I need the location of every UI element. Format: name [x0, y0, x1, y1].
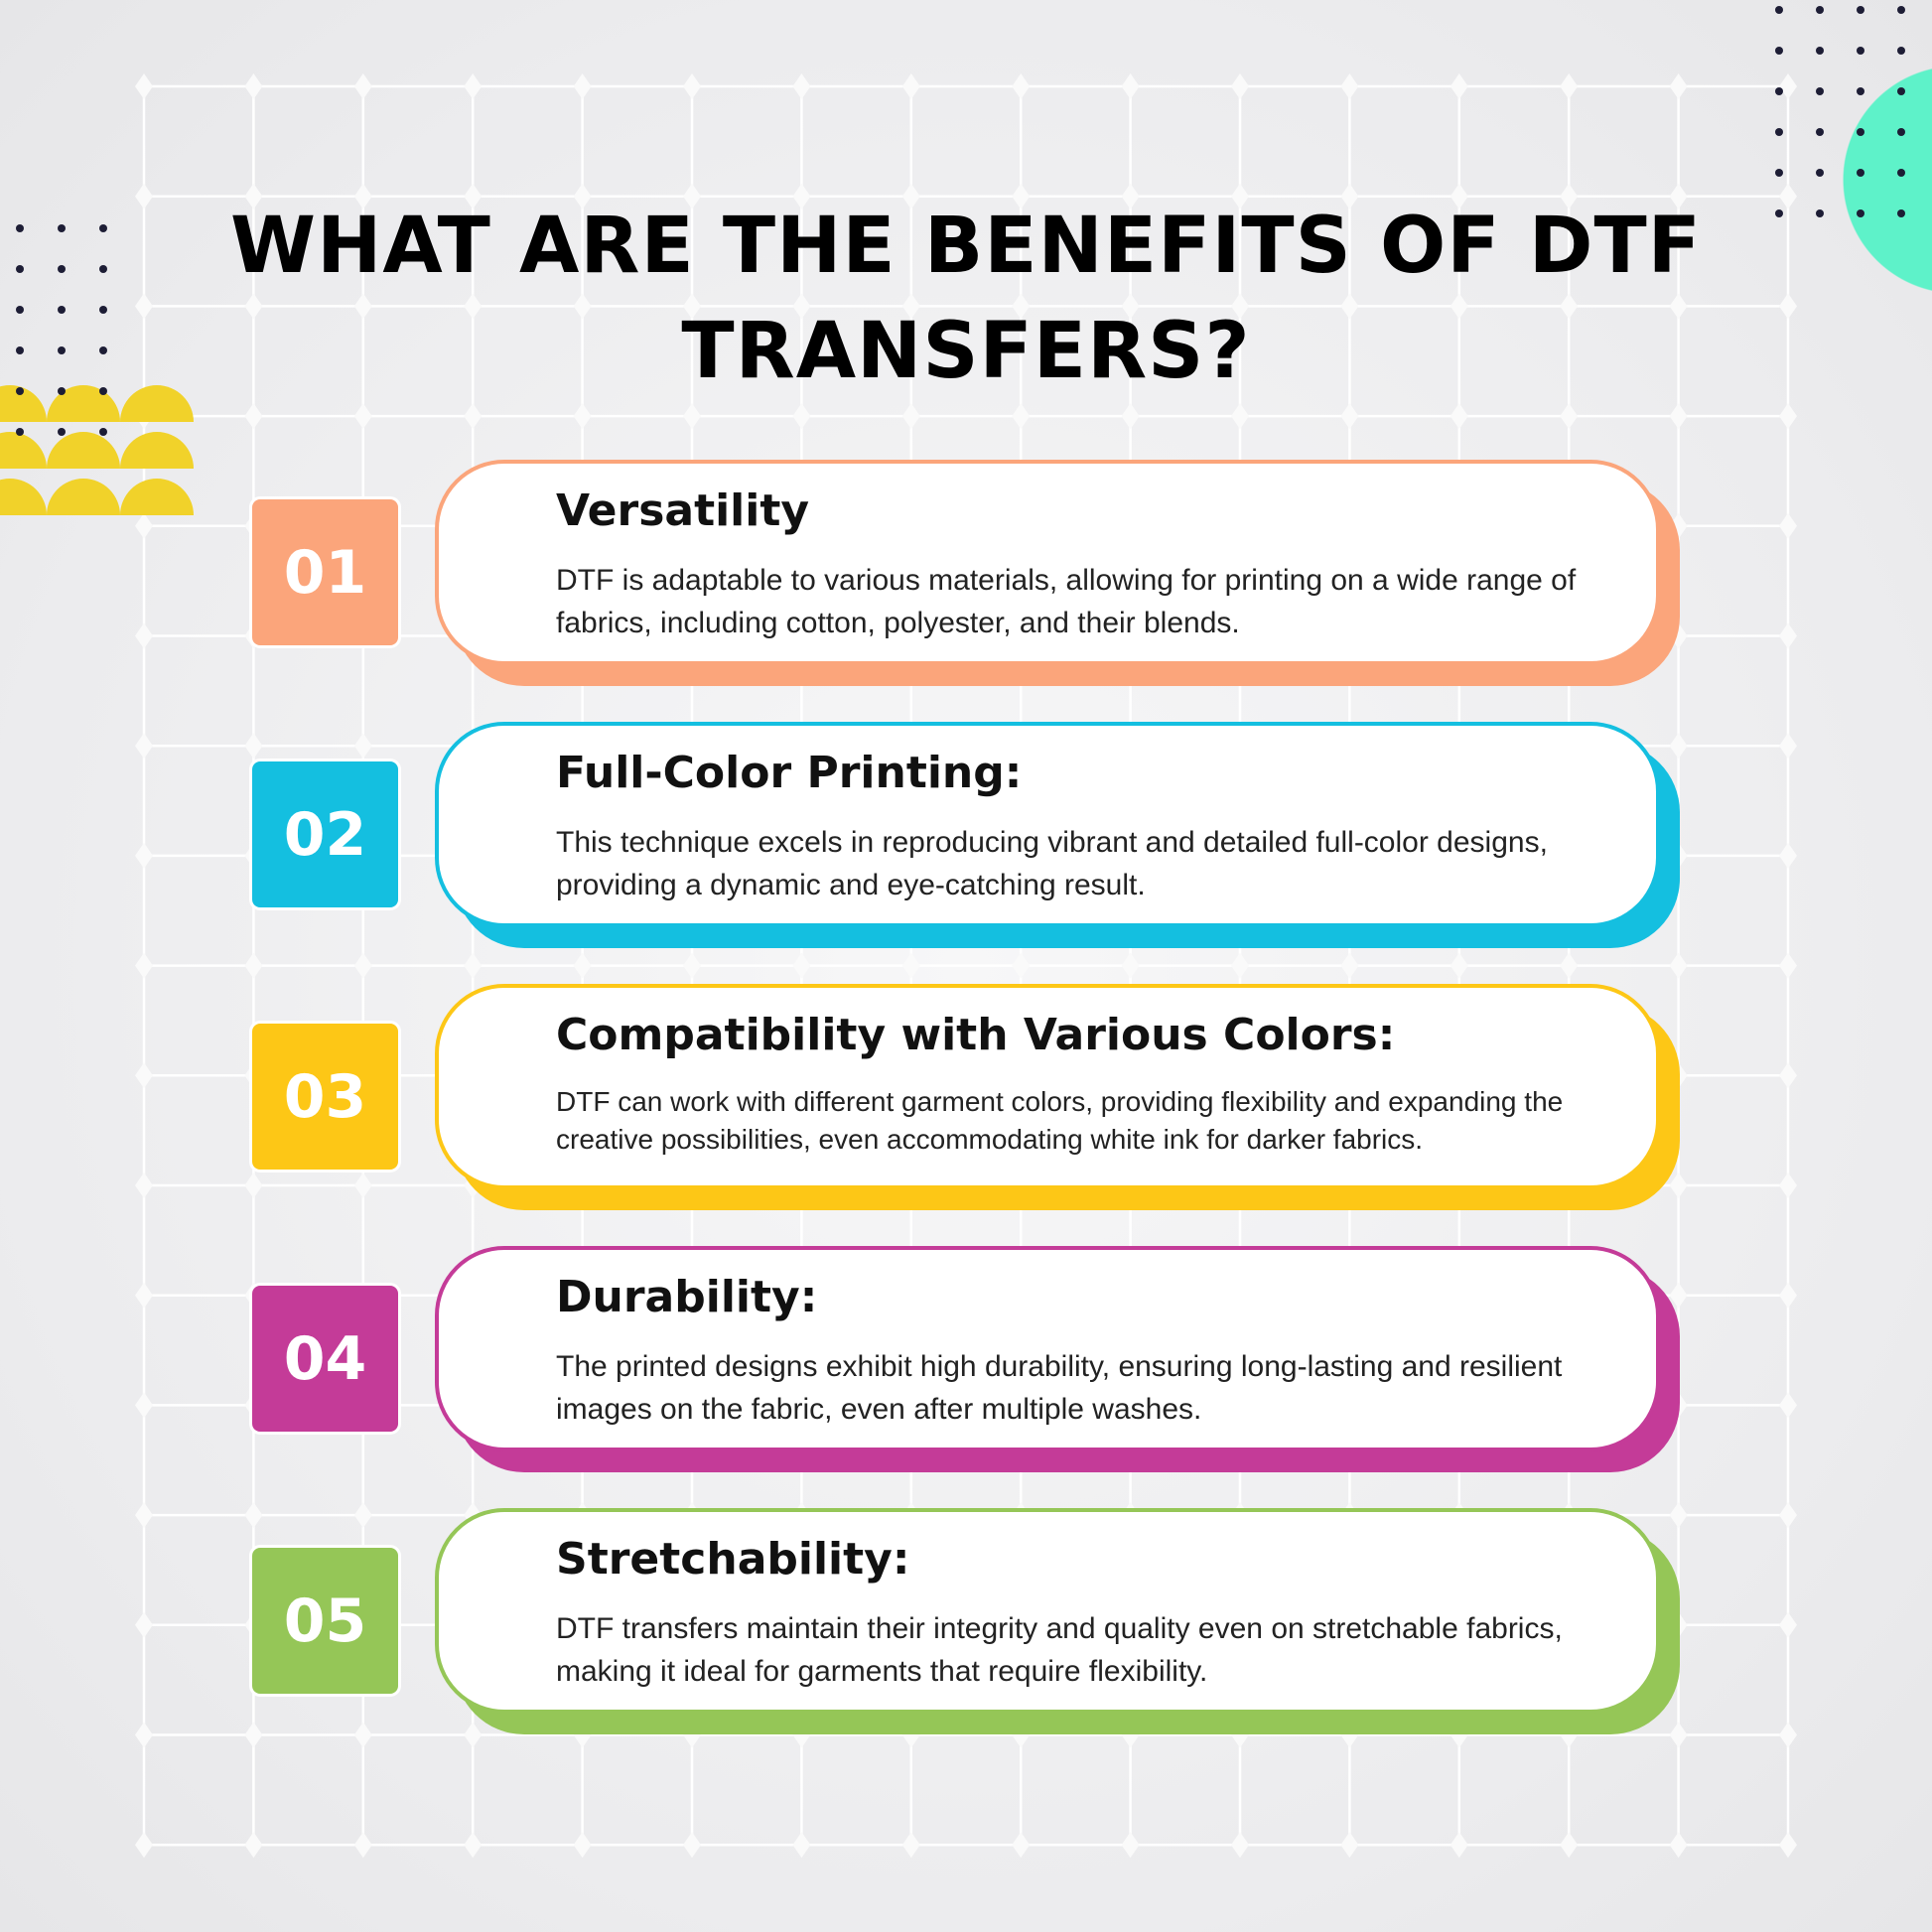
number-badge: 05 — [252, 1548, 398, 1694]
benefit-card: Stretchability: DTF transfers maintain t… — [435, 1508, 1660, 1714]
benefit-heading: Versatility — [556, 485, 810, 536]
dot — [1816, 47, 1824, 55]
dot — [16, 265, 24, 273]
dot — [1775, 169, 1783, 177]
dot — [1857, 87, 1864, 95]
dot — [1816, 169, 1824, 177]
dot — [1816, 87, 1824, 95]
benefit-heading: Stretchability: — [556, 1534, 910, 1585]
benefit-heading: Durability: — [556, 1272, 818, 1322]
dot — [1775, 209, 1783, 217]
dot — [99, 387, 107, 395]
dot — [58, 265, 66, 273]
dot — [99, 428, 107, 436]
number-badge: 02 — [252, 761, 398, 907]
benefit-description: The printed designs exhibit high durabil… — [556, 1350, 1563, 1426]
benefit-description: DTF is adaptable to various materials, a… — [556, 564, 1577, 639]
dot — [1816, 6, 1824, 14]
dot — [1775, 47, 1783, 55]
dot — [1897, 128, 1905, 136]
number-badge: 01 — [252, 499, 398, 645]
dot — [1857, 169, 1864, 177]
dot — [1857, 6, 1864, 14]
teal-circle-decoration — [1843, 66, 1932, 294]
dot — [58, 306, 66, 314]
dot — [58, 224, 66, 232]
dot — [1897, 87, 1905, 95]
benefit-description: DTF can work with different garment colo… — [556, 1086, 1564, 1155]
dot — [1775, 87, 1783, 95]
dot — [99, 346, 107, 354]
dot — [1775, 6, 1783, 14]
benefit-description: DTF transfers maintain their integrity a… — [556, 1612, 1563, 1688]
benefit-card: Full-Color Printing: This technique exce… — [435, 722, 1660, 927]
number-badge: 04 — [252, 1286, 398, 1432]
benefit-description: This technique excels in reproducing vib… — [556, 826, 1548, 901]
dot — [1897, 47, 1905, 55]
dot — [58, 387, 66, 395]
dot — [58, 346, 66, 354]
dot — [99, 265, 107, 273]
dot — [99, 224, 107, 232]
number-badge: 03 — [252, 1024, 398, 1170]
dot — [16, 346, 24, 354]
benefit-card: Versatility DTF is adaptable to various … — [435, 460, 1660, 665]
dot — [1816, 128, 1824, 136]
benefit-heading: Compatibility with Various Colors: — [556, 1010, 1396, 1060]
dot — [16, 224, 24, 232]
dot — [58, 428, 66, 436]
dot — [1857, 47, 1864, 55]
dot — [1897, 209, 1905, 217]
dot — [1857, 128, 1864, 136]
dot — [16, 387, 24, 395]
dot — [1897, 6, 1905, 14]
dot — [16, 306, 24, 314]
dot — [1816, 209, 1824, 217]
dot — [1857, 209, 1864, 217]
dot — [1897, 169, 1905, 177]
benefit-card: Durability: The printed designs exhibit … — [435, 1246, 1660, 1451]
title-line-2: TRANSFERS? — [681, 307, 1251, 396]
benefit-heading: Full-Color Printing: — [556, 748, 1023, 798]
dot — [16, 428, 24, 436]
dot — [99, 306, 107, 314]
title-line-1: WHAT ARE THE BENEFITS OF DTF — [230, 202, 1702, 291]
dot — [1775, 128, 1783, 136]
page-title: WHAT ARE THE BENEFITS OF DTF TRANSFERS? — [0, 194, 1932, 404]
benefit-card: Compatibility with Various Colors: DTF c… — [435, 984, 1660, 1189]
